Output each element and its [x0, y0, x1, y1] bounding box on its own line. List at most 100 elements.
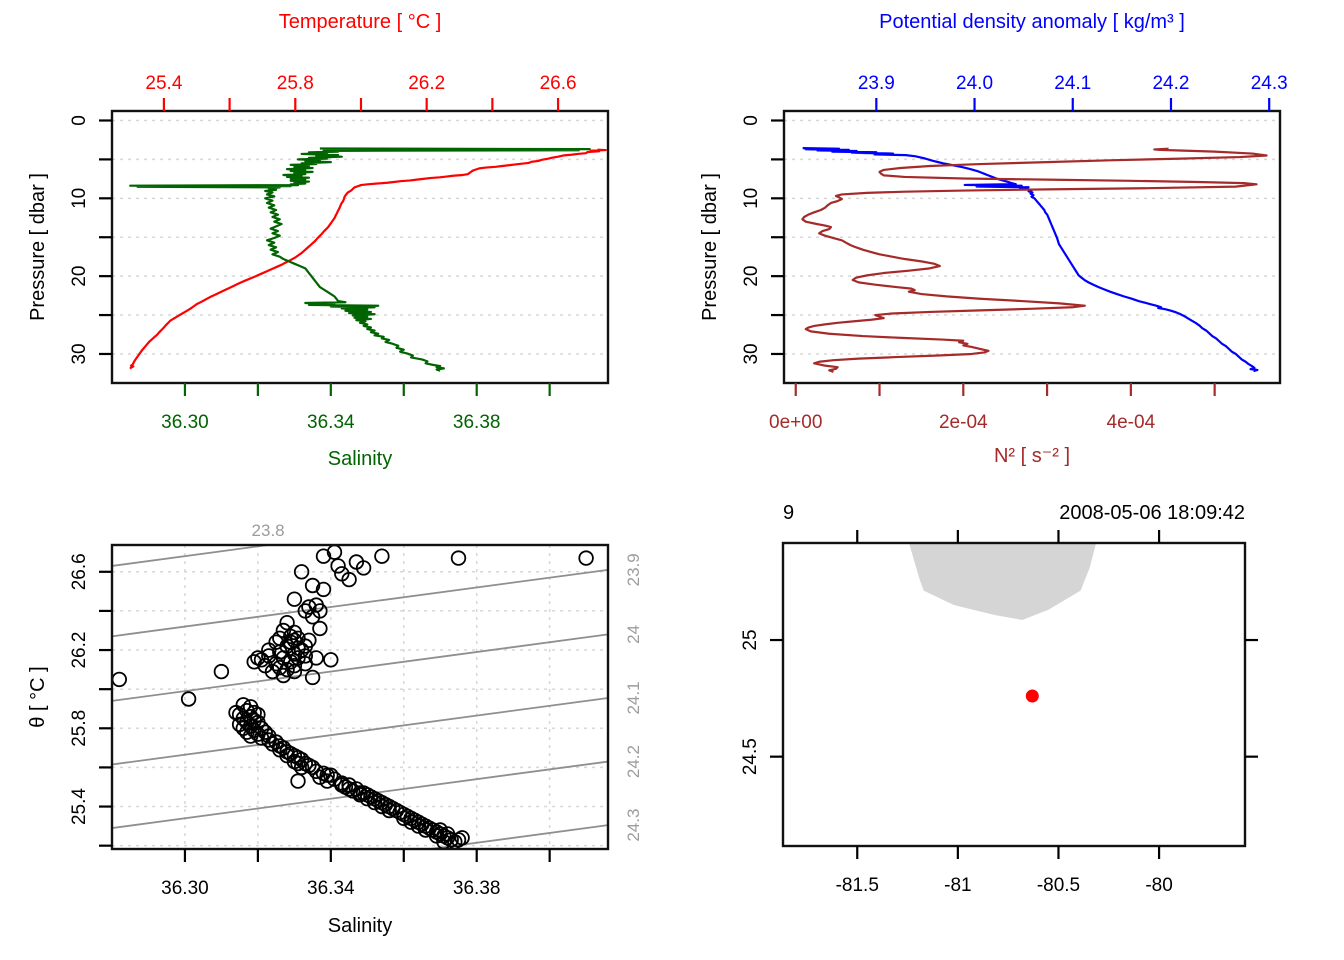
- tick-label: 30: [69, 343, 90, 364]
- plot-frame: [110, 543, 610, 851]
- isopycnal-line: [111, 633, 609, 702]
- ts-point: [359, 791, 376, 807]
- plot-frame: [782, 109, 1282, 385]
- tick-label: 10: [69, 188, 90, 209]
- ts-point: [290, 773, 306, 789]
- ts-point: [315, 548, 332, 564]
- ts-point: [381, 802, 397, 819]
- theta-axis-title: θ [ °C ]: [27, 666, 49, 727]
- n2-axis-title: N² [ s⁻² ]: [994, 445, 1070, 467]
- ts-point: [272, 660, 288, 676]
- salinity-curve: [129, 147, 591, 372]
- tick-label: 0e+00: [769, 412, 822, 433]
- potential-density-anomaly-curve: [802, 147, 1259, 373]
- tick-label: 25.4: [69, 788, 90, 825]
- ts-point: [290, 650, 306, 666]
- isopycnal-label: 24.3: [624, 809, 643, 842]
- tick-label: 24.1: [1054, 73, 1091, 94]
- ts-point: [450, 550, 467, 566]
- ts-point: [374, 798, 390, 815]
- land-polygon: [909, 544, 1096, 620]
- ts-point: [312, 769, 328, 785]
- ts-point: [308, 650, 324, 666]
- tick-label: 0: [69, 115, 90, 126]
- tick-label: 26.2: [69, 632, 90, 669]
- tick-label: 25: [740, 629, 761, 650]
- tick-label: 25.8: [277, 73, 314, 94]
- generated-layers: 25.4 25.8 26.2 26.636.30 36.34 36.38010203023…: [69, 73, 1288, 899]
- tick-label: 24.2: [1152, 73, 1189, 94]
- isopycnal-label: 24.1: [624, 681, 643, 714]
- ts-point: [286, 591, 303, 607]
- isopycnal-line: [111, 568, 609, 638]
- tick-label: 25.4: [145, 73, 182, 94]
- tick-label: 0: [741, 115, 762, 126]
- isopycnal-line: [111, 544, 269, 567]
- ts-point: [319, 773, 335, 789]
- map-datetime: 2008-05-06 18:09:42: [1059, 502, 1245, 524]
- ts-point: [454, 830, 470, 846]
- ts-point: [286, 624, 303, 641]
- ts-point: [272, 630, 288, 647]
- tick-label: 2e-04: [939, 412, 988, 433]
- tick-label: -81.5: [836, 875, 879, 896]
- pressure-axis-title-left: Pressure [ dbar ]: [27, 173, 49, 321]
- ts-point: [261, 642, 277, 658]
- tick-label: -80: [1145, 875, 1172, 896]
- ts-point: [250, 650, 266, 666]
- ts-point: [290, 755, 306, 772]
- ts-point: [283, 634, 299, 650]
- panel-station-map: -81.5 -81 -80.5 -80 25 24.5: [740, 530, 1258, 896]
- ts-point: [341, 777, 357, 793]
- ts-point: [315, 581, 332, 598]
- ts-point: [264, 663, 281, 680]
- panel-ts-diagram: 23.8 23.9 24 24.1 24.2 24.3 36.30 36.34 36.38 25.…: [69, 521, 643, 899]
- ts-point: [330, 558, 346, 574]
- plot-frame: [781, 541, 1247, 848]
- ts-point: [304, 669, 321, 686]
- ts-point: [246, 654, 262, 670]
- ts-point: [439, 826, 456, 842]
- ts-point: [286, 663, 303, 680]
- tick-label: 20: [741, 266, 762, 287]
- ts-point: [275, 667, 292, 684]
- pressure-axis-title-right: Pressure [ dbar ]: [699, 173, 721, 321]
- isopycnal-label: 23.9: [624, 553, 643, 586]
- ts-point: [293, 564, 310, 580]
- ts-point: [213, 663, 230, 680]
- salinity-axis-title-bottom-left: Salinity: [328, 915, 392, 937]
- ts-point: [355, 560, 372, 576]
- ts-point: [323, 652, 339, 668]
- ts-point: [301, 632, 317, 649]
- tick-label: 24.3: [1251, 73, 1288, 94]
- ts-point: [326, 546, 343, 560]
- ts-point: [403, 814, 419, 830]
- temperature-curve: [129, 148, 607, 370]
- tick-label: 26.6: [540, 73, 577, 94]
- isopycnal-label: 23.8: [252, 521, 285, 540]
- tick-label: 24.5: [740, 738, 761, 775]
- salinity-axis-title-top-left: Salinity: [328, 448, 392, 470]
- ts-point: [410, 818, 427, 834]
- temperature-axis-title: Temperature [ °C ]: [279, 11, 442, 33]
- ts-point: [341, 571, 357, 588]
- ts-point: [242, 728, 259, 744]
- ts-point: [231, 716, 248, 733]
- map-station-number: 9: [783, 502, 794, 524]
- tick-label: -81: [944, 875, 971, 896]
- tick-label: 23.9: [858, 73, 895, 94]
- tick-label: 26.2: [408, 73, 445, 94]
- ts-point: [180, 691, 197, 707]
- ts-point: [396, 810, 412, 827]
- ts-point: [286, 658, 303, 674]
- buoyancy-frequency-squared-curve: [801, 147, 1268, 373]
- ts-point: [312, 620, 328, 637]
- tick-label: 36.30: [161, 412, 209, 433]
- isopycnal-line: [111, 697, 609, 766]
- ts-points: [113, 546, 594, 848]
- density-axis-title: Potential density anomaly [ kg/m³ ]: [879, 11, 1185, 33]
- ts-point: [366, 794, 383, 811]
- isopycnal-label: 24: [624, 625, 643, 644]
- ts-point: [334, 777, 350, 793]
